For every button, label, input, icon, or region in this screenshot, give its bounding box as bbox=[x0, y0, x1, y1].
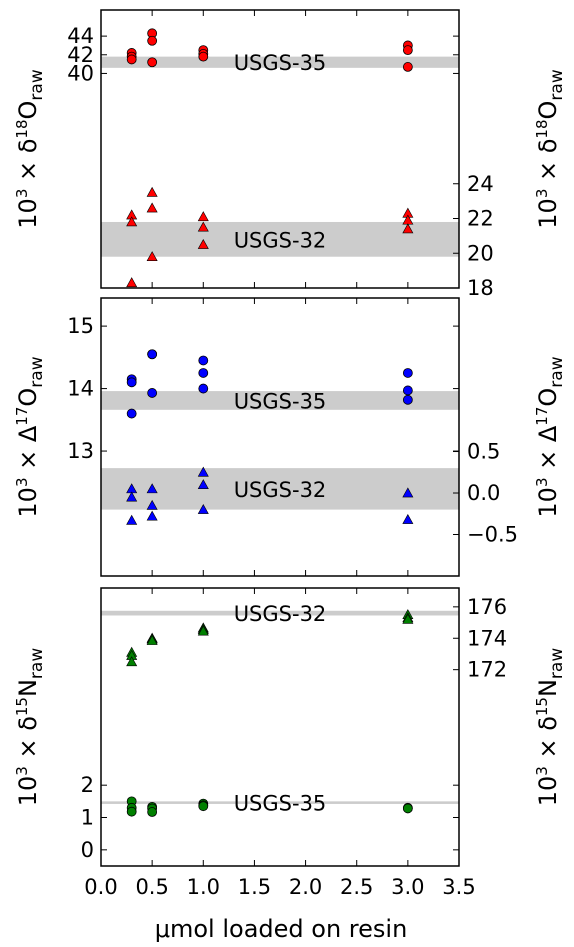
data-point bbox=[147, 349, 158, 360]
x-tick-label: 0.5 bbox=[135, 875, 168, 899]
y-tick-label-left: 1 bbox=[81, 806, 94, 830]
y-tick-label-right: 0.5 bbox=[467, 440, 500, 464]
data-point bbox=[146, 510, 158, 521]
panel-2: USGS-35 USGS-32 13 14 15 −0.5 0.0 0.5 103 × Δ17O… bbox=[13, 297, 567, 577]
data-point bbox=[146, 634, 158, 645]
data-point bbox=[197, 479, 209, 490]
axes-frame bbox=[100, 297, 460, 577]
axes-frame bbox=[100, 587, 460, 867]
data-point bbox=[197, 625, 209, 636]
data-point bbox=[402, 368, 413, 378]
data-point bbox=[147, 35, 158, 46]
data-point bbox=[146, 202, 158, 213]
data-point bbox=[402, 45, 413, 56]
data-point bbox=[147, 57, 158, 68]
band-label: USGS-32 bbox=[234, 228, 327, 252]
axes-frame bbox=[100, 9, 460, 289]
y-axis-label-right: 103 × Δ17Oraw bbox=[533, 356, 567, 517]
data-point bbox=[402, 62, 413, 72]
data-point bbox=[146, 251, 158, 262]
data-point bbox=[147, 388, 158, 398]
reference-band bbox=[101, 391, 459, 410]
data-point bbox=[402, 223, 414, 234]
y-tick-label-left: 44 bbox=[67, 24, 94, 48]
data-point bbox=[198, 51, 209, 62]
data-point bbox=[197, 221, 209, 232]
y-tick-label-left: 15 bbox=[67, 314, 94, 338]
y-tick-label-right: 24 bbox=[467, 172, 494, 196]
data-point bbox=[126, 277, 138, 288]
y-axis-label-right: 103 × δ18Oraw bbox=[533, 69, 567, 229]
band-label: USGS-32 bbox=[234, 602, 327, 626]
data-point bbox=[126, 216, 138, 227]
data-point bbox=[197, 238, 209, 249]
y-tick-label-left: 2 bbox=[81, 773, 94, 797]
data-point bbox=[198, 368, 209, 378]
data-point bbox=[402, 803, 413, 814]
data-point bbox=[126, 806, 137, 817]
data-point bbox=[126, 408, 137, 419]
y-tick-label-right: 18 bbox=[467, 276, 494, 300]
data-point bbox=[402, 613, 414, 624]
data-point bbox=[198, 383, 209, 394]
data-point bbox=[146, 499, 158, 510]
y-tick-label-right: 172 bbox=[467, 658, 507, 682]
band-label: USGS-35 bbox=[234, 51, 327, 75]
band-label: USGS-32 bbox=[234, 478, 327, 502]
y-tick-label-right: 0.0 bbox=[467, 481, 500, 505]
x-tick-label: 1.0 bbox=[187, 875, 220, 899]
band-label: USGS-35 bbox=[234, 792, 327, 816]
data-point bbox=[146, 186, 158, 197]
x-tick-label: 3.5 bbox=[442, 875, 475, 899]
panel-3: USGS-32 USGS-35 0 1 2 172 174 176 103 × δ15Nraw 1… bbox=[13, 587, 567, 867]
reference-band bbox=[101, 801, 459, 804]
data-point bbox=[126, 377, 137, 388]
data-point bbox=[402, 513, 414, 524]
y-tick-label-left: 40 bbox=[67, 61, 94, 85]
y-tick-label-left: 14 bbox=[67, 377, 94, 401]
y-tick-label-right: −0.5 bbox=[467, 523, 518, 547]
data-point bbox=[197, 211, 209, 222]
y-tick-label-right: 20 bbox=[467, 241, 494, 265]
y-tick-label-left: 13 bbox=[67, 439, 94, 463]
data-point bbox=[126, 514, 138, 525]
x-tick-label: 2.0 bbox=[289, 875, 322, 899]
data-point bbox=[402, 487, 414, 498]
reference-band bbox=[101, 221, 459, 257]
data-point bbox=[402, 394, 413, 405]
data-point bbox=[402, 385, 413, 396]
data-point bbox=[126, 491, 138, 502]
reference-band bbox=[101, 468, 459, 510]
y-tick-label-left: 42 bbox=[67, 43, 94, 67]
x-tick-label: 2.5 bbox=[340, 875, 373, 899]
data-point bbox=[197, 466, 209, 477]
x-tick-label: 3.0 bbox=[391, 875, 424, 899]
data-point bbox=[198, 355, 209, 366]
y-axis-label-left: 103 × δ15Nraw bbox=[13, 648, 47, 807]
x-axis-label: μmol loaded on resin bbox=[155, 915, 408, 943]
y-tick-label-right: 174 bbox=[467, 626, 507, 650]
data-point bbox=[197, 503, 209, 514]
y-axis-label-left: 103 × δ18Oraw bbox=[13, 69, 47, 229]
data-point bbox=[126, 54, 137, 65]
data-point bbox=[126, 656, 138, 667]
y-tick-label-right: 176 bbox=[467, 595, 507, 619]
y-tick-label-left: 0 bbox=[81, 838, 94, 862]
band-label: USGS-35 bbox=[234, 389, 327, 413]
y-axis-label-left: 103 × Δ17Oraw bbox=[13, 356, 47, 517]
reference-band bbox=[101, 610, 459, 616]
x-tick-label: 1.5 bbox=[238, 875, 271, 899]
data-point bbox=[146, 483, 158, 494]
data-point bbox=[147, 807, 158, 817]
y-tick-label-right: 22 bbox=[467, 207, 494, 231]
y-axis-label-right: 103 × δ15Nraw bbox=[533, 648, 567, 807]
reference-band bbox=[101, 56, 459, 68]
x-tick-label: 0.0 bbox=[84, 875, 117, 899]
data-point bbox=[198, 801, 209, 812]
